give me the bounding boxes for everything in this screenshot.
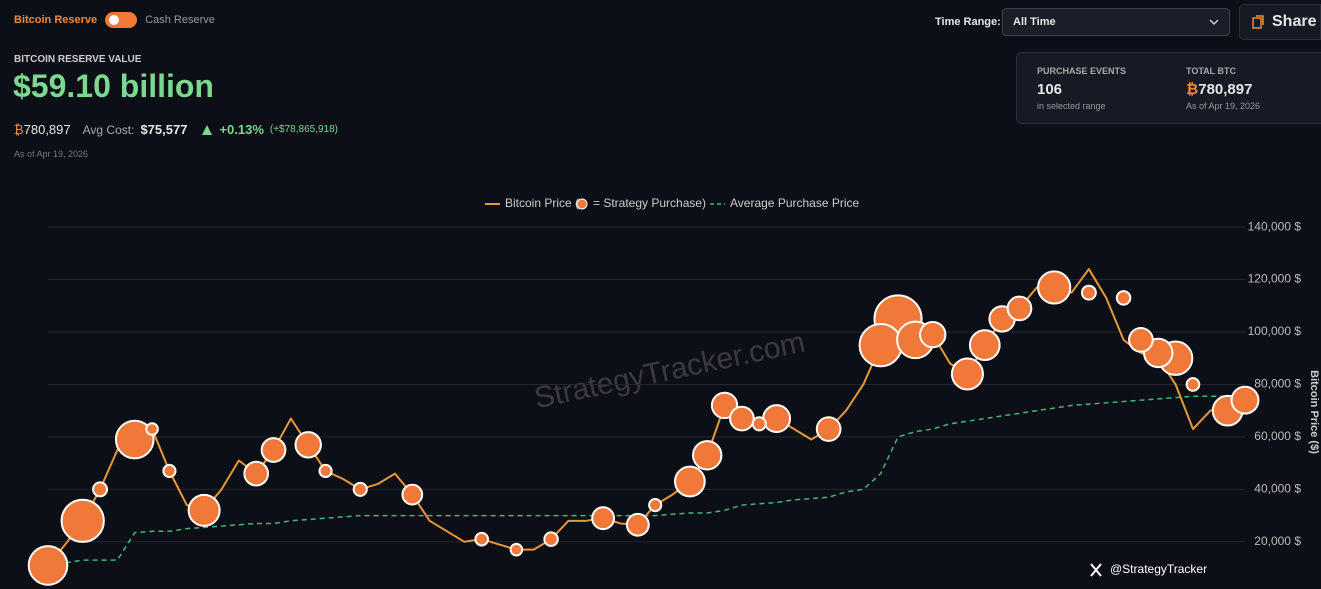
time-range-select[interactable]: All Time <box>1002 8 1230 36</box>
purchase-bubble <box>352 481 368 497</box>
purchase-bubble <box>318 463 333 479</box>
purchase-bubble <box>762 404 792 434</box>
purchase-bubble <box>162 463 177 479</box>
purchase-bubble <box>710 391 739 420</box>
purchase-bubble <box>187 493 221 527</box>
legend-label: Bitcoin Price ( <box>505 196 579 210</box>
purchase-bubble <box>1230 385 1260 415</box>
stats-card: PURCHASE EVENTS 106 in selected range TO… <box>1016 52 1321 124</box>
purchase-bubble <box>114 419 155 460</box>
y-tick-label: 60,000 $ <box>1254 429 1301 443</box>
stat-value: 106 <box>1037 81 1063 98</box>
purchase-bubble <box>474 531 490 547</box>
purchase-bubble <box>919 320 947 349</box>
share-icon <box>1252 15 1264 29</box>
purchase-bubble <box>92 481 108 498</box>
purchase-bubble <box>1128 327 1154 353</box>
avg-cost: $75,577 <box>140 122 188 137</box>
reserve-value: $59.10 billion <box>13 68 214 104</box>
stat-label: PURCHASE EVENTS <box>1037 66 1127 76</box>
stat-label: TOTAL BTC <box>1186 66 1236 76</box>
y-tick-label: 20,000 $ <box>1254 534 1301 548</box>
reserve-toggle[interactable]: Bitcoin Reserve Cash Reserve <box>14 12 215 28</box>
btc-amount: 780,897 <box>23 122 71 137</box>
toggle-right[interactable]: Cash Reserve <box>145 14 215 26</box>
change-abs: (+$78,865,918) <box>269 124 339 135</box>
share-button[interactable]: Share <box>1239 4 1321 40</box>
purchase-bubble <box>1006 295 1033 322</box>
y-tick-label: 80,000 $ <box>1254 377 1301 391</box>
credit: @StrategyTracker <box>1110 562 1207 576</box>
y-tick-label: 40,000 $ <box>1254 482 1301 496</box>
purchase-bubble <box>1115 290 1132 306</box>
stat-value: ₿780,897 <box>1186 81 1252 98</box>
y-axis-label: Bitcoin Price ($) <box>1308 370 1320 454</box>
purchase-bubble <box>1185 377 1201 392</box>
reserve-label: BITCOIN RESERVE VALUE <box>14 54 142 65</box>
purchase-bubble <box>1037 270 1072 305</box>
btc-symbol: ₿ <box>14 122 24 137</box>
purchase-bubble <box>729 405 755 432</box>
purchase-bubble <box>294 431 322 459</box>
y-tick-label: 140,000 $ <box>1248 219 1302 233</box>
avg-cost-label: Avg Cost: <box>82 122 135 137</box>
legend-label: Average Purchase Price <box>730 196 860 210</box>
purchase-bubble <box>145 422 159 436</box>
y-tick-label: 100,000 $ <box>1248 324 1302 338</box>
share-label[interactable]: Share <box>1272 13 1317 30</box>
change-pct: +0.13% <box>219 122 264 137</box>
summary-row: ₿ 780,897 Avg Cost: $75,577 +0.13% (+$78,8… <box>14 122 338 137</box>
time-range-label: Time Range: <box>935 16 1001 28</box>
purchase-bubble <box>625 512 650 537</box>
stat-note: in selected range <box>1037 101 1106 111</box>
toggle-left[interactable]: Bitcoin Reserve <box>14 14 98 26</box>
as-of: As of Apr 19, 2026 <box>14 149 89 159</box>
purchase-bubble <box>815 416 842 442</box>
purchase-bubble <box>260 437 287 463</box>
purchase-bubble <box>858 323 903 368</box>
watermark: StrategyTracker.com <box>531 326 807 416</box>
purchase-bubble <box>591 506 616 531</box>
x-logo <box>1090 563 1102 577</box>
purchase-bubble <box>60 498 105 543</box>
legend-swatch <box>576 198 588 210</box>
purchase-bubble <box>401 483 424 506</box>
purchase-bubble <box>648 498 663 513</box>
chevron <box>1209 19 1219 26</box>
btc-symbol: ₿ <box>1186 81 1199 98</box>
purchase-bubble <box>543 531 559 547</box>
purchase-bubble <box>27 545 69 586</box>
time-range-value[interactable]: All Time <box>1013 16 1056 28</box>
purchase-bubble <box>1080 284 1097 301</box>
up-arrow <box>202 124 213 135</box>
purchase-bubble <box>692 440 723 471</box>
purchase-bubble <box>243 460 270 487</box>
purchase-bubble <box>950 357 984 391</box>
stat-note: As of Apr 19, 2026 <box>1186 101 1261 111</box>
average-line <box>47 395 1245 567</box>
purchase-bubble <box>674 465 706 498</box>
purchase-bubble <box>968 329 1001 361</box>
purchase-bubble <box>509 542 524 557</box>
stat-number: 780,897 <box>1198 81 1253 98</box>
legend-label: = Strategy Purchase) <box>593 196 706 210</box>
y-tick-label: 120,000 $ <box>1248 272 1302 286</box>
purchase-bubble <box>751 416 767 432</box>
toggle-switch[interactable] <box>105 12 138 28</box>
